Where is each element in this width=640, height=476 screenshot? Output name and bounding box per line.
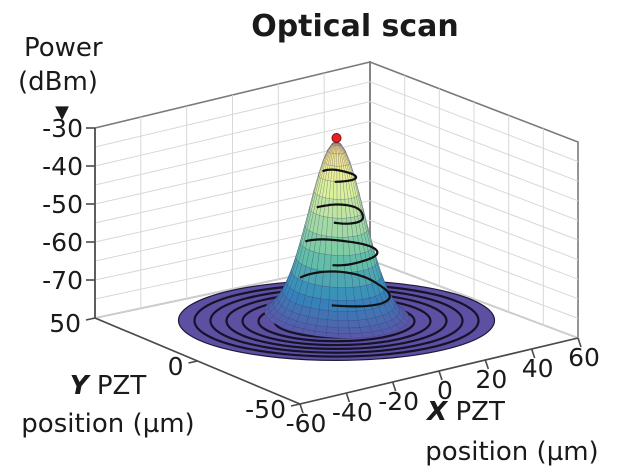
axes-grid: [94, 73, 579, 325]
surface-patch: [330, 254, 338, 273]
max-power-marker: [331, 133, 342, 143]
x-tick-label: -60: [286, 409, 327, 438]
y-axis-label-line1: Y PZT: [70, 371, 147, 401]
surface-patch: [327, 310, 339, 321]
y-tick-mark: [85, 317, 96, 321]
contour-line: [316, 203, 364, 225]
surface-patch: [325, 332, 339, 339]
z-tick-label: -40: [42, 152, 83, 181]
z-axis-ticks: -30 -40 -50 -60 -70: [42, 114, 95, 295]
x-tick-mark: [530, 348, 536, 359]
y-tick-label: -50: [245, 395, 286, 424]
x-axis-ticks: -60 -40 -20 0 20 40 60: [286, 337, 600, 438]
x-tick-mark: [577, 337, 582, 348]
x-axis-label-rest: PZT: [447, 397, 505, 427]
surface-patch: [320, 285, 330, 301]
x-tick-mark: [438, 370, 443, 381]
x-tick-label: 20: [475, 365, 507, 394]
x-axis-label-letter: X: [425, 397, 449, 427]
z-tick-label: -50: [42, 190, 83, 219]
z-axis-arrow: ▼: [55, 102, 69, 123]
surface-patch: [332, 198, 338, 219]
contour-line: [299, 270, 391, 308]
surface-patch: [333, 181, 338, 200]
z-tick-label: -70: [42, 266, 83, 295]
z-axis-label-line2: (dBm): [18, 67, 98, 97]
z-tick-label: -60: [42, 228, 83, 257]
contour-line: [305, 238, 379, 267]
x-tick-mark: [484, 359, 490, 370]
chart-title: Optical scan: [251, 9, 459, 44]
surface-patch: [338, 333, 352, 339]
x-axis-label-line1: X PZT: [425, 397, 505, 427]
x-tick-mark: [391, 381, 397, 392]
x-axis-label-line2: position (µm): [425, 437, 598, 467]
surface-patch: [326, 326, 339, 334]
surface-patch: [333, 165, 338, 182]
y-axis-label-letter: Y: [70, 371, 92, 401]
y-tick-label: 50: [49, 309, 81, 338]
surface-patch: [328, 286, 338, 301]
surface-patch: [317, 309, 329, 320]
surface-patch: [349, 332, 364, 339]
surface-patch: [338, 327, 351, 334]
x-tick-mark: [345, 392, 351, 403]
y-tick-label: 0: [168, 352, 184, 381]
surface-patch: [337, 311, 349, 321]
y-axis-label-rest: PZT: [89, 371, 147, 401]
y-tick-mark: [290, 403, 301, 407]
surface-patch: [348, 320, 360, 329]
surface-patch: [331, 217, 338, 238]
contour-line: [322, 168, 358, 183]
surface-patch: [337, 272, 346, 288]
x-tick-label: 0: [437, 376, 453, 405]
x-tick-label: 40: [522, 354, 554, 383]
contour-lines: [299, 168, 391, 308]
z-tick-label: -30: [42, 114, 83, 143]
surface-patch: [347, 311, 359, 321]
x-tick-label: -20: [378, 387, 419, 416]
surface-patch: [395, 321, 406, 330]
surface-patch: [337, 287, 347, 301]
z-axis-label-line1: Power: [24, 33, 103, 63]
y-tick-mark: [188, 360, 198, 364]
surface-patch: [319, 298, 330, 311]
y-axis-label-line2: position (µm): [21, 409, 194, 439]
x-tick-mark: [299, 403, 304, 414]
surface-patch: [337, 320, 350, 329]
surface-patch: [323, 254, 332, 273]
surface-patch: [329, 271, 338, 288]
x-tick-label: -40: [332, 398, 373, 427]
x-tick-label: 60: [568, 343, 600, 372]
surface-patch: [326, 319, 339, 328]
surface-patch: [321, 270, 331, 288]
surface-patch: [348, 327, 362, 334]
y-axis-ticks: 50 0 -50: [49, 309, 301, 424]
